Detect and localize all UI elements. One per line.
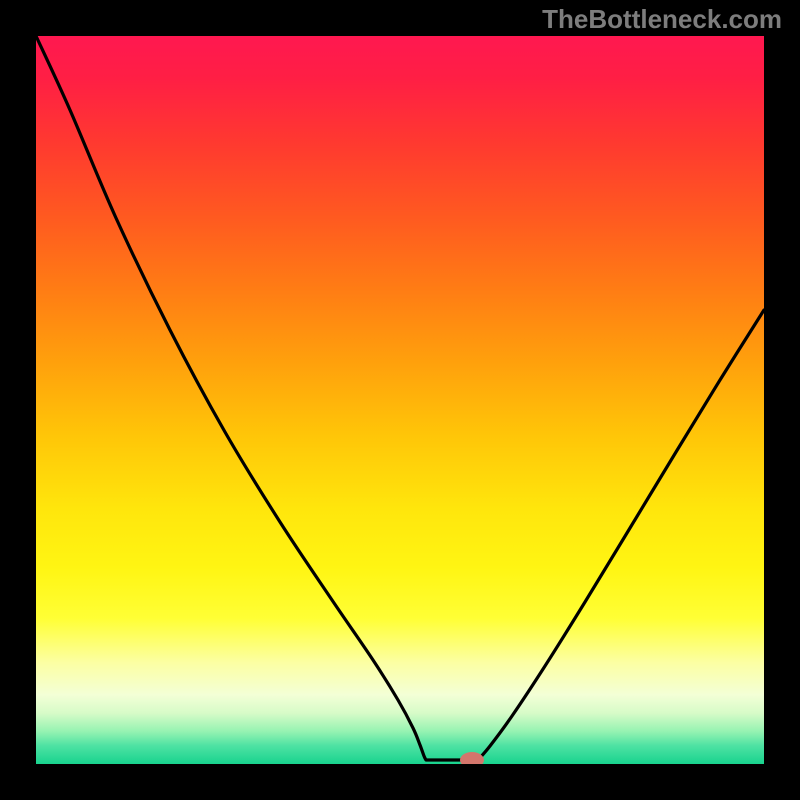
plot-background <box>36 36 764 764</box>
watermark-text: TheBottleneck.com <box>542 4 782 35</box>
bottleneck-chart <box>0 0 800 800</box>
